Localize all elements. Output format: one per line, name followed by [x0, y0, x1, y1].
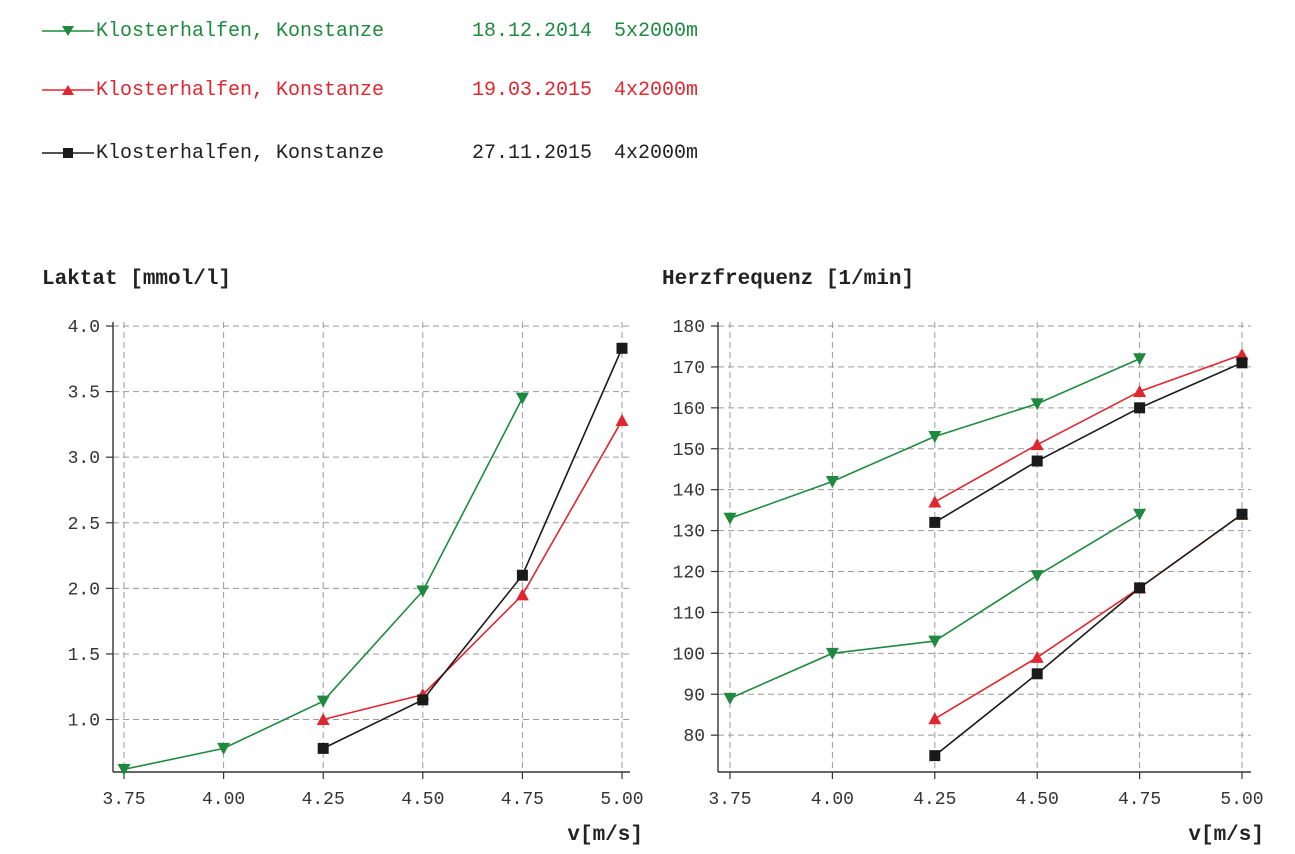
- chart-1-series-2-line: [323, 420, 623, 721]
- chart-1-ytick-label: 2.0: [68, 580, 100, 600]
- legend-name: Klosterhalfen, Konstanze: [96, 19, 385, 43]
- chart-2-series-3-line: [934, 362, 1243, 524]
- chart-2-ytick-label: 140: [673, 482, 705, 502]
- chart-2-series-2-line: [934, 353, 1243, 503]
- chart-2-series-2-point-4: [1235, 348, 1249, 361]
- chart-1-xtick-label: 4.00: [202, 790, 245, 810]
- chart-2-ytick-label: 100: [673, 645, 705, 665]
- chart-2-series-3-point-2: [1031, 455, 1043, 467]
- chart-2-series-4-point-2: [825, 647, 839, 660]
- chart-2-ytick-label: 90: [683, 686, 705, 706]
- legend-marker-square-icon: [42, 148, 94, 158]
- chart-2-series-6-point-4: [1236, 508, 1248, 520]
- chart-1-ytick-label: 2.5: [68, 515, 100, 535]
- chart-2-xtick-label: 4.50: [1016, 790, 1059, 810]
- chart-2-series-4-point-1: [723, 692, 737, 705]
- chart-1-xtick-label: 4.50: [401, 790, 444, 810]
- chart-2-series-4-point-3: [928, 635, 942, 648]
- chart-2-series-5-point-2: [1030, 650, 1044, 663]
- chart-1-xlabel: v[m/s]: [567, 824, 643, 847]
- chart-2-ytick-label: 120: [673, 564, 705, 584]
- chart-2-series-2-point-3: [1133, 384, 1147, 397]
- legend-date: 18.12.2014: [472, 19, 593, 43]
- legend-test: 4x2000m: [614, 78, 699, 102]
- chart-1-xtick-label: 5.00: [600, 790, 643, 810]
- chart-2-ytick-label: 170: [673, 359, 705, 379]
- chart-2-series-6-point-1: [929, 750, 941, 762]
- chart-1-series-1-point-1: [117, 763, 131, 776]
- chart-2-series-6-line: [934, 513, 1243, 757]
- chart-2-series-4-point-4: [1030, 570, 1044, 583]
- chart-2-series-1-point-3: [928, 430, 942, 443]
- chart-1-title: Laktat [mmol/l]: [42, 268, 231, 291]
- chart-1-xtick-label: 4.25: [302, 790, 345, 810]
- chart-2-ytick-label: 160: [673, 400, 705, 420]
- chart-1-series-1-point-5: [515, 392, 529, 405]
- legend-marker-triangle-down-icon: [42, 26, 94, 36]
- chart-1-series-1-point-3: [316, 695, 330, 708]
- chart-2-ytick-label: 150: [673, 441, 705, 461]
- chart-1-ytick-label: 3.0: [68, 449, 100, 469]
- chart-1-ytick-label: 3.5: [68, 384, 100, 404]
- legend-date: 27.11.2015: [472, 141, 593, 165]
- legend: Klosterhalfen, Konstanze 18.12.2014 5x20…: [40, 0, 940, 180]
- chart-2-ytick-label: 80: [683, 727, 705, 747]
- chart-2-series-5-point-1: [928, 712, 942, 725]
- legend-test: 5x2000m: [614, 19, 699, 43]
- chart-2-xtick-label: 4.00: [811, 790, 854, 810]
- chart-2-series-4-point-5: [1133, 508, 1147, 521]
- chart-2-ytick-label: 130: [673, 523, 705, 543]
- chart-1-series-3-point-1: [317, 742, 329, 754]
- chart-2-title: Herzfrequenz [1/min]: [662, 268, 914, 291]
- chart-1-series-2-point-1: [316, 713, 330, 726]
- chart-1-ytick-label: 1.0: [68, 712, 100, 732]
- chart-2-series-1-point-5: [1133, 353, 1147, 366]
- chart-1-ytick-label: 4.0: [68, 318, 100, 338]
- chart-2-xtick-label: 4.25: [913, 790, 956, 810]
- chart-2-series-2-point-2: [1030, 438, 1044, 451]
- chart-1-xtick-label: 4.75: [501, 790, 544, 810]
- chart-2-series-1-point-4: [1030, 398, 1044, 411]
- chart-2-series-3-point-3: [1134, 402, 1146, 414]
- chart-2-xlabel: v[m/s]: [1188, 824, 1264, 847]
- legend-name: Klosterhalfen, Konstanze: [96, 141, 385, 165]
- chart-1-series-3-line: [322, 347, 623, 750]
- chart-1-series-1-point-4: [416, 585, 430, 598]
- chart-2-ytick-label: 110: [673, 604, 705, 624]
- legend-entry-3: Klosterhalfen, Konstanze 27.11.2015 4x20…: [40, 138, 698, 168]
- legend-name: Klosterhalfen, Konstanze: [96, 78, 385, 102]
- chart-1-series-3-point-3: [516, 569, 528, 581]
- chart-2-series-1-point-2: [825, 475, 839, 488]
- legend-marker-triangle-up-icon: [42, 85, 94, 95]
- legend-test: 4x2000m: [614, 141, 699, 165]
- chart-2-series-3-point-4: [1236, 357, 1248, 369]
- chart-2-xtick-label: 5.00: [1220, 790, 1263, 810]
- chart-2-series-1-point-1: [723, 512, 737, 525]
- chart-2-xtick-label: 4.75: [1118, 790, 1161, 810]
- chart-1-series-1-point-2: [217, 742, 231, 755]
- legend-entry-2: Klosterhalfen, Konstanze 19.03.2015 4x20…: [40, 75, 698, 105]
- chart-1-xtick-label: 3.75: [102, 790, 145, 810]
- chart-2-series-6-point-2: [1031, 668, 1043, 680]
- chart-1-ytick-label: 1.5: [68, 646, 100, 666]
- chart-1-series-2-point-3: [515, 588, 529, 601]
- chart-2-ytick-label: 180: [673, 318, 705, 338]
- legend-entry-1: Klosterhalfen, Konstanze 18.12.2014 5x20…: [40, 16, 698, 46]
- chart-2-xtick-label: 3.75: [708, 790, 751, 810]
- chart-2-series-2-point-1: [928, 495, 942, 508]
- chart-1-series-3-point-2: [417, 694, 429, 706]
- chart-2-series-3-point-1: [929, 516, 941, 528]
- chart-1-series-3-point-4: [616, 342, 628, 354]
- chart-2-series-6-point-3: [1134, 582, 1146, 594]
- legend-date: 19.03.2015: [472, 78, 593, 102]
- chart-1-series-2-point-4: [615, 413, 629, 426]
